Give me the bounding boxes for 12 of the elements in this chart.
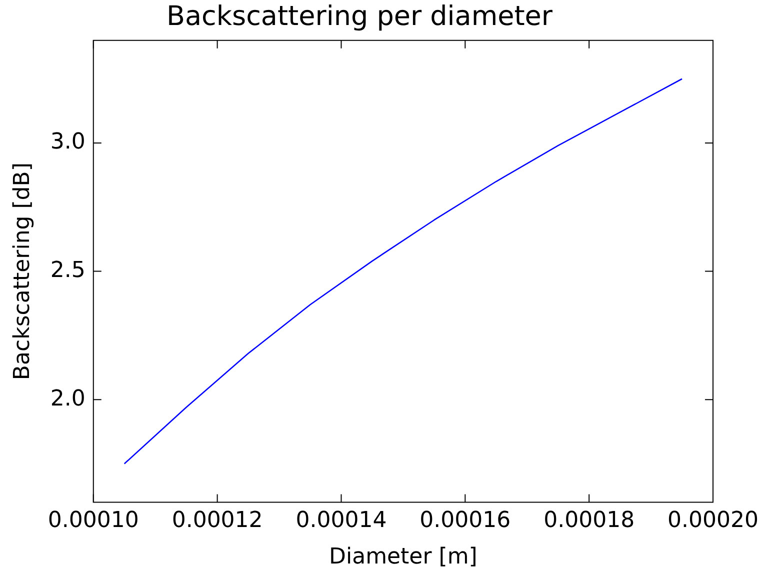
- x-tick-label: 0.00014: [296, 508, 387, 534]
- y-tick-label: 2.0: [50, 386, 86, 412]
- x-tick-label: 0.00018: [544, 508, 635, 534]
- x-tick-label: 0.00012: [172, 508, 263, 534]
- y-axis-title: Backscattering [dB]: [10, 162, 35, 380]
- x-tick-label: 0.00020: [668, 508, 758, 534]
- x-tick-label: 0.00010: [48, 508, 139, 534]
- y-tick-label: 3.0: [50, 130, 86, 155]
- x-tick-label: 0.00016: [420, 508, 511, 534]
- chart-title: Backscattering per diameter: [166, 1, 554, 32]
- y-tick-label: 2.5: [50, 258, 86, 284]
- x-axis-title: Diameter [m]: [329, 544, 478, 570]
